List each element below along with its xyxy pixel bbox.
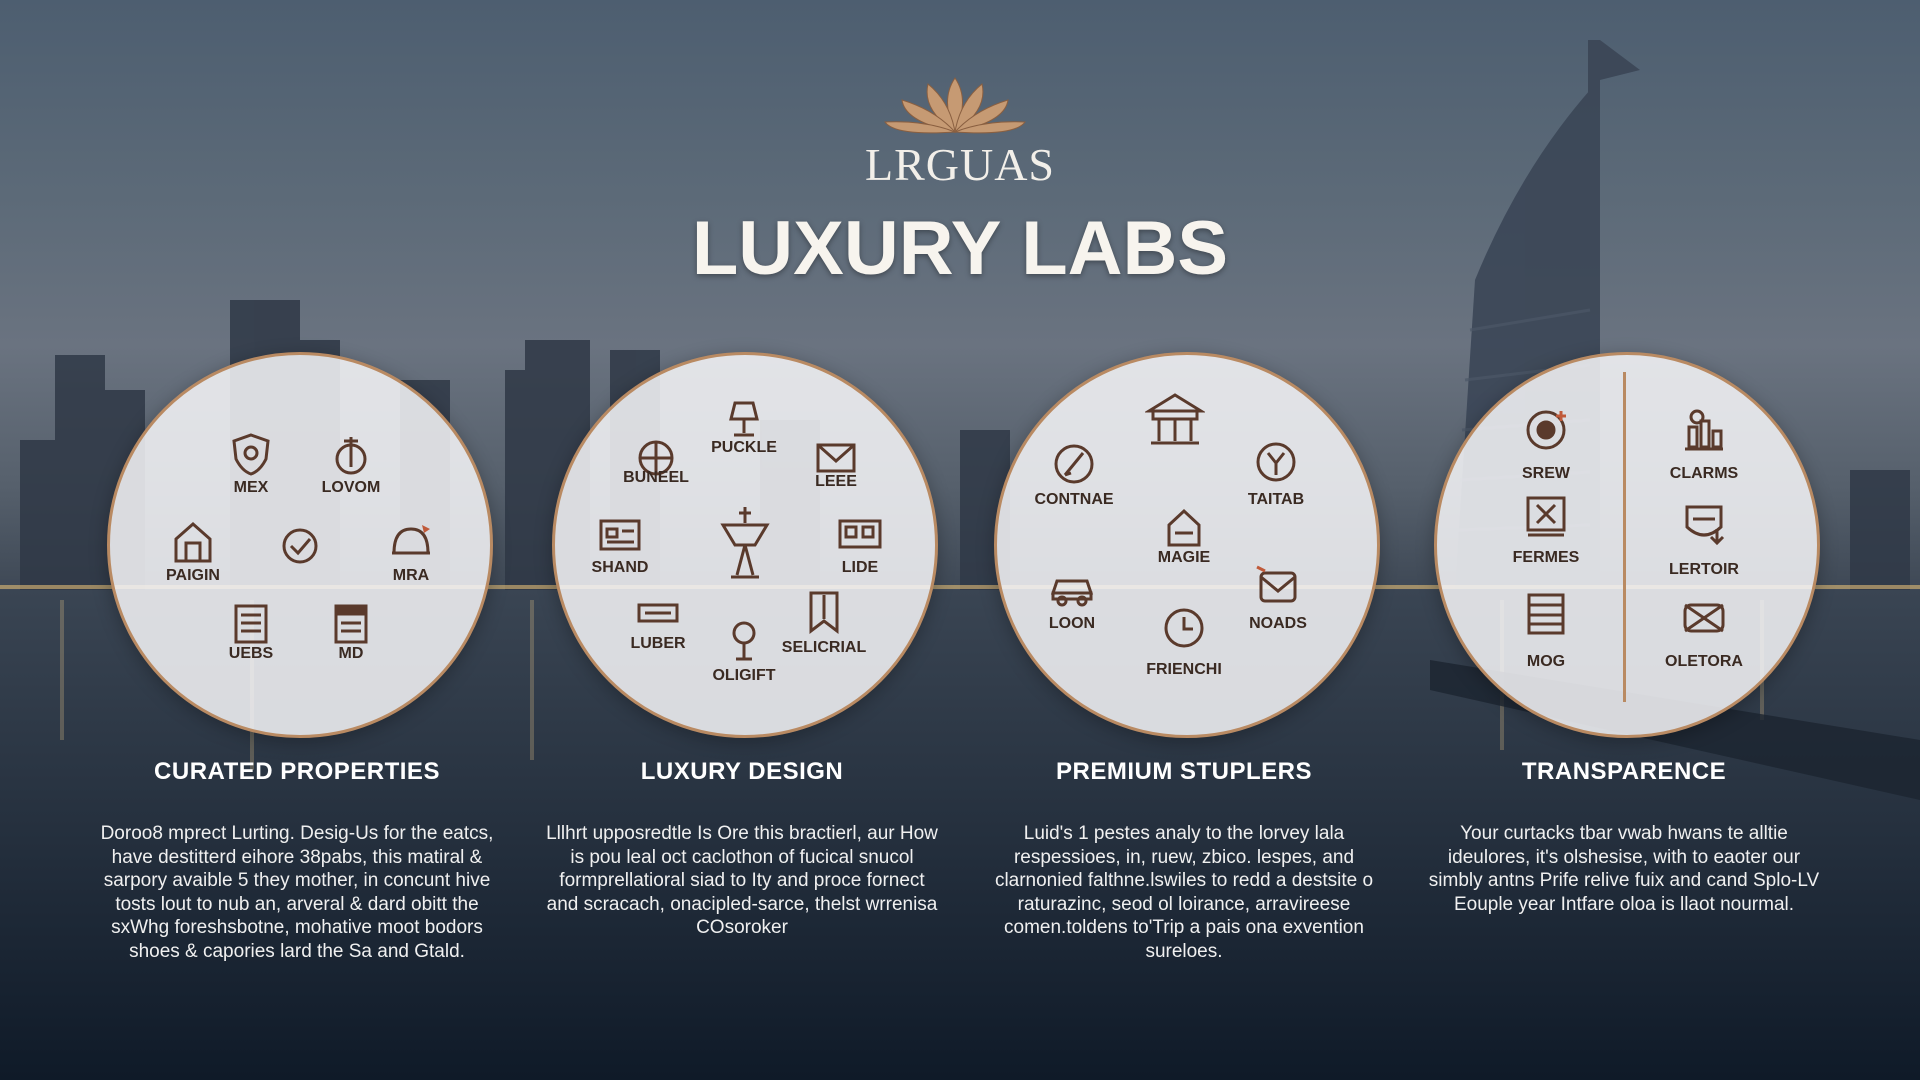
icon-label: MRA — [392, 567, 430, 584]
home-icon — [1161, 505, 1207, 551]
clock-icon — [1161, 605, 1207, 651]
icon-label: FRIENCHI — [1146, 661, 1222, 678]
bookmark-icon — [801, 589, 847, 635]
section-title-luxury-design: LUXURY DESIGN — [640, 758, 844, 785]
shield-icon — [228, 431, 274, 477]
envelope-icon — [1255, 563, 1301, 609]
icon-label: LIDE — [841, 559, 879, 576]
icon-label: NOADS — [1249, 615, 1307, 632]
car-icon — [1049, 563, 1095, 609]
tray-icon — [635, 591, 681, 637]
icon-label: MD — [338, 645, 364, 662]
panel-divider — [1623, 372, 1626, 702]
section-body-luxury-design: Lllhrt upposredtle Is Ore this bractierl… — [546, 823, 938, 938]
crossed-box-icon — [1681, 595, 1727, 641]
icon-label: CLARMS — [1669, 465, 1739, 482]
document-icon — [228, 601, 274, 647]
icon-label: LEEE — [815, 473, 857, 490]
icon-label: SHAND — [591, 559, 649, 576]
transparence-panel: SREW CLARMS FERMES LERTOIR MOG OLETORA — [1434, 352, 1820, 738]
badge-icon — [1681, 501, 1727, 547]
curated-properties-panel: MEX LOVOM PAIGIN MRA UEBS MD — [107, 352, 493, 738]
notes-icon — [328, 601, 374, 647]
pavilion-icon — [1143, 391, 1207, 447]
helmet-icon — [388, 519, 434, 565]
icon-label: OLIGIFT — [712, 667, 776, 684]
icon-label: MOG — [1526, 653, 1566, 670]
mail-icon — [813, 435, 859, 481]
section-body-transparence: Your curtacks tbar vwab hwans te alltie … — [1428, 823, 1820, 915]
icon-label: BUNEEL — [623, 469, 689, 486]
lamp-icon — [721, 395, 767, 441]
icon-label: MAGIE — [1157, 549, 1211, 566]
icon-label: PUCKLE — [711, 439, 777, 456]
luxury-design-panel: PUCKLE BUNEEL LEEE SHAND LIDE LUBER SELI… — [552, 352, 938, 738]
pedestal-icon — [717, 505, 773, 581]
seal-icon — [1523, 407, 1569, 453]
icon-label: UEBS — [228, 645, 274, 662]
id-card-icon — [597, 511, 643, 557]
brand-logo-text: LRGUAS — [864, 139, 1056, 190]
lotus-logo-icon — [884, 77, 1026, 134]
icon-label: CONTNAE — [1034, 491, 1114, 508]
icon-label: MEX — [233, 479, 269, 496]
icon-label: LOVOM — [321, 479, 381, 496]
check-icon — [277, 523, 323, 569]
house-icon — [170, 519, 216, 565]
page-title: LUXURY LABS — [691, 206, 1229, 291]
section-body-premium-stuplers: Luid's 1 pestes analy to the lorvey lala… — [994, 823, 1374, 962]
section-title-transparence: TRANSPARENCE — [1521, 758, 1727, 785]
globe-icon — [633, 435, 679, 481]
cabinet-icon — [1523, 591, 1569, 637]
emblem-icon — [1253, 439, 1299, 485]
icon-label: FERMES — [1512, 549, 1580, 566]
close-box-icon — [1523, 493, 1569, 539]
section-title-curated-properties: CURATED PROPERTIES — [154, 758, 440, 785]
icon-label: SELICRIAL — [781, 639, 867, 656]
chart-icon — [1681, 407, 1727, 453]
section-title-premium-stuplers: PREMIUM STUPLERS — [1055, 758, 1312, 785]
icon-label: LOON — [1048, 615, 1096, 632]
premium-stuplers-panel: CONTNAE MAGIE TAITAB LOON NOADS FRIENCHI — [994, 352, 1380, 738]
icon-label: TAITAB — [1247, 491, 1305, 508]
microphone-icon — [721, 619, 767, 665]
quill-icon — [1051, 441, 1097, 487]
icon-label: LERTOIR — [1669, 561, 1739, 578]
icon-label: LUBER — [630, 635, 686, 652]
pin-icon — [328, 433, 374, 479]
icon-label: PAIGIN — [166, 567, 220, 584]
section-body-curated-properties: Doroo8 mprect Lurting. Desig-Us for the … — [100, 823, 494, 962]
gallery-icon — [837, 511, 883, 557]
icon-label: OLETORA — [1665, 653, 1743, 670]
icon-label: SREW — [1522, 465, 1570, 482]
